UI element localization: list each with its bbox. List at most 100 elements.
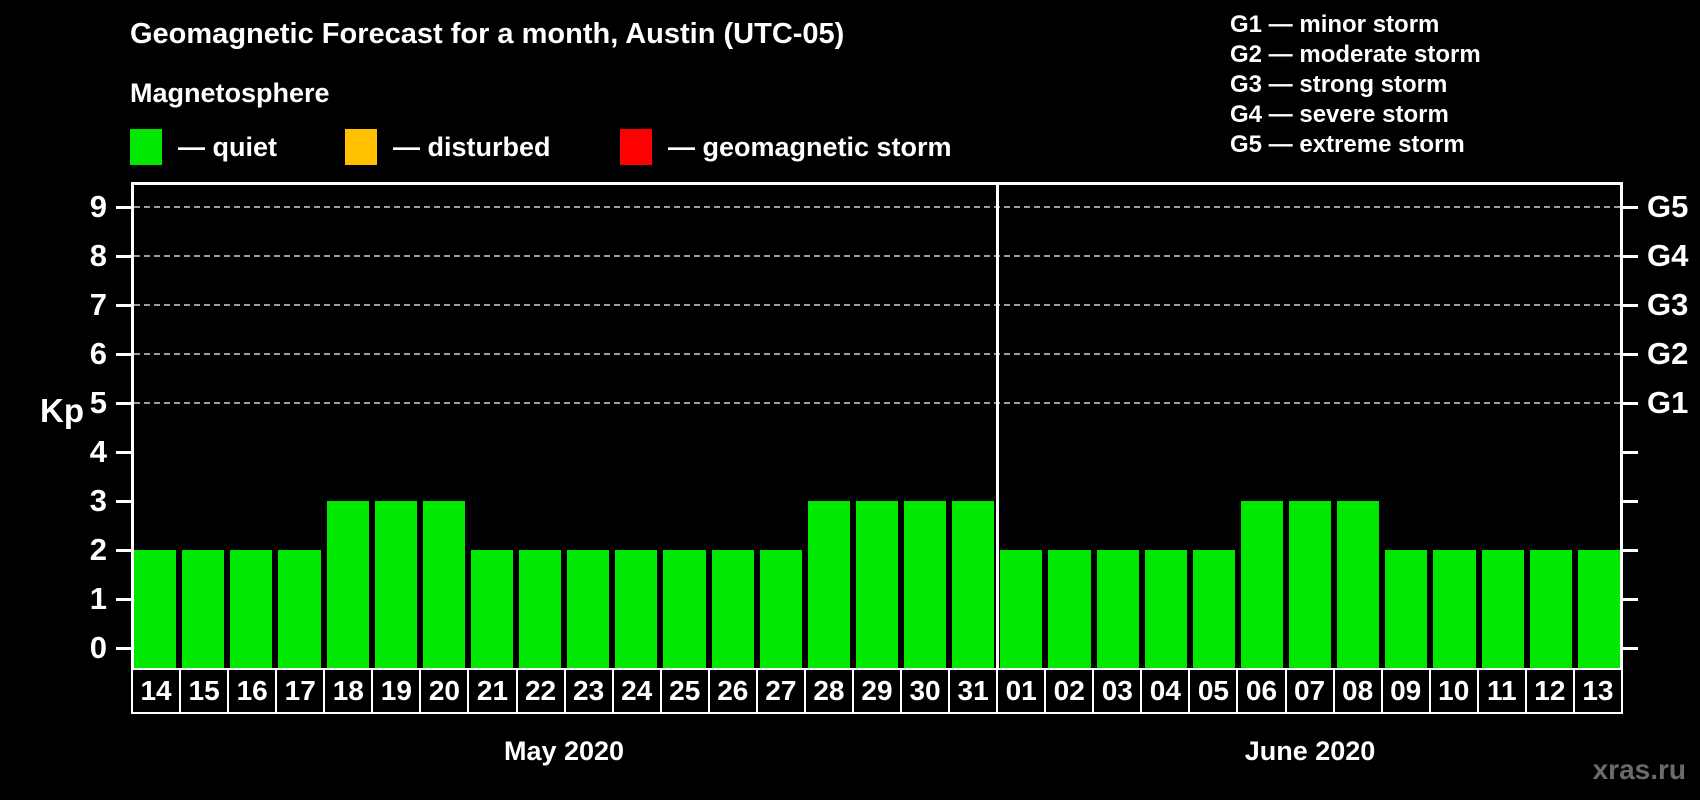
kp-bar-day-17 [278,550,321,668]
day-cell-26: 26 [707,668,758,714]
day-cell-06: 06 [1236,668,1287,714]
legend-item-disturbed: — disturbed [345,128,551,166]
y-tick-6 [116,353,131,356]
y-tick-label-7: 7 [89,287,107,322]
y-axis-title: Kp [40,392,84,429]
page-title: Geomagnetic Forecast for a month, Austin… [130,18,845,50]
day-cell-24: 24 [611,668,662,714]
plot-top-border [131,182,1623,185]
kp-bar-day-11 [1481,550,1524,668]
kp-bar-day-30 [904,501,947,668]
y-tick-9 [116,206,131,209]
day-cell-21: 21 [467,668,518,714]
day-cell-01: 01 [996,668,1047,714]
day-cell-16: 16 [227,668,278,714]
month-label-may: May 2020 [503,736,625,766]
kp-bar-day-26 [711,550,754,668]
y-tick-7 [116,304,131,307]
y-tick-4 [116,451,131,454]
kp-bar-day-14 [134,550,177,668]
kp-bar-day-16 [230,550,273,668]
day-cell-28: 28 [803,668,854,714]
day-cell-13: 13 [1572,668,1623,714]
day-cell-31: 31 [948,668,999,714]
month-separator [995,182,999,668]
kp-bar-day-07 [1289,501,1332,668]
y-tick-1 [116,598,131,601]
right-tick-7 [1623,304,1638,307]
right-tick-9 [1623,206,1638,209]
g5-legend-line: G5 — extreme storm [1230,131,1465,158]
magnetosphere-heading: Magnetosphere [130,78,330,108]
kp-bar-day-18 [326,501,369,668]
right-tick-8 [1623,255,1638,258]
day-cell-23: 23 [563,668,614,714]
day-cell-08: 08 [1332,668,1383,714]
g-scale-label-G2: G2 [1647,336,1689,371]
legend-item-storm: — geomagnetic storm [620,128,952,166]
y-tick-0 [116,647,131,650]
day-cell-02: 02 [1044,668,1095,714]
g-scale-label-G5: G5 [1647,189,1689,224]
disturbed-color-swatch [345,129,377,165]
kp-bar-day-23 [567,550,610,668]
kp-bar-day-25 [663,550,706,668]
day-cell-18: 18 [323,668,374,714]
kp-bar-day-28 [807,501,850,668]
kp-bar-day-31 [952,501,995,668]
kp-bar-day-02 [1048,550,1091,668]
day-cell-03: 03 [1092,668,1143,714]
right-tick-2 [1623,549,1638,552]
kp-bar-day-12 [1529,550,1572,668]
day-cell-17: 17 [275,668,326,714]
right-tick-3 [1623,500,1638,503]
gridline-kp5 [134,402,1620,404]
y-tick-label-8: 8 [89,238,107,273]
day-cell-22: 22 [515,668,566,714]
gridline-kp8 [134,255,1620,257]
y-tick-label-2: 2 [89,532,107,567]
kp-bar-day-20 [422,501,465,668]
plot-right-border [1620,182,1623,668]
g3-legend-line: G3 — strong storm [1230,71,1448,98]
y-tick-5 [116,402,131,405]
g-scale-label-G4: G4 [1647,238,1689,273]
g2-legend-line: G2 — moderate storm [1230,41,1481,68]
g-scale-label-G1: G1 [1647,385,1689,420]
quiet-color-swatch [130,129,162,165]
plot-left-border [131,182,134,668]
y-tick-label-1: 1 [89,581,107,616]
kp-bar-day-27 [759,550,802,668]
day-cell-07: 07 [1284,668,1335,714]
legend-label-storm: — geomagnetic storm [668,131,952,162]
y-tick-8 [116,255,131,258]
gridline-kp7 [134,304,1620,306]
day-cell-12: 12 [1524,668,1575,714]
kp-bar-day-05 [1192,550,1235,668]
legend-item-quiet: — quiet [130,128,277,166]
g4-legend-line: G4 — severe storm [1230,101,1449,128]
gridline-kp9 [134,206,1620,208]
kp-bar-day-15 [182,550,225,668]
kp-bar-day-09 [1385,550,1428,668]
day-cell-05: 05 [1188,668,1239,714]
kp-bar-day-01 [1000,550,1043,668]
y-axis-left: 0 1 2 3 4 5 6 7 8 9 [0,182,131,668]
day-cell-14: 14 [131,668,182,714]
day-cell-11: 11 [1476,668,1527,714]
day-cell-19: 19 [371,668,422,714]
day-cell-20: 20 [419,668,470,714]
day-cell-29: 29 [851,668,902,714]
kp-bar-day-29 [855,501,899,668]
y-tick-label-4: 4 [89,434,107,469]
right-tick-1 [1623,598,1638,601]
plot-area [131,182,1623,668]
day-cell-04: 04 [1140,668,1191,714]
day-cell-09: 09 [1380,668,1431,714]
kp-bar-day-10 [1433,550,1476,668]
day-cell-15: 15 [179,668,230,714]
kp-bar-day-19 [374,501,417,668]
legend-label-quiet: — quiet [178,131,277,162]
kp-bar-day-22 [519,550,562,668]
gridline-kp6 [134,353,1620,355]
